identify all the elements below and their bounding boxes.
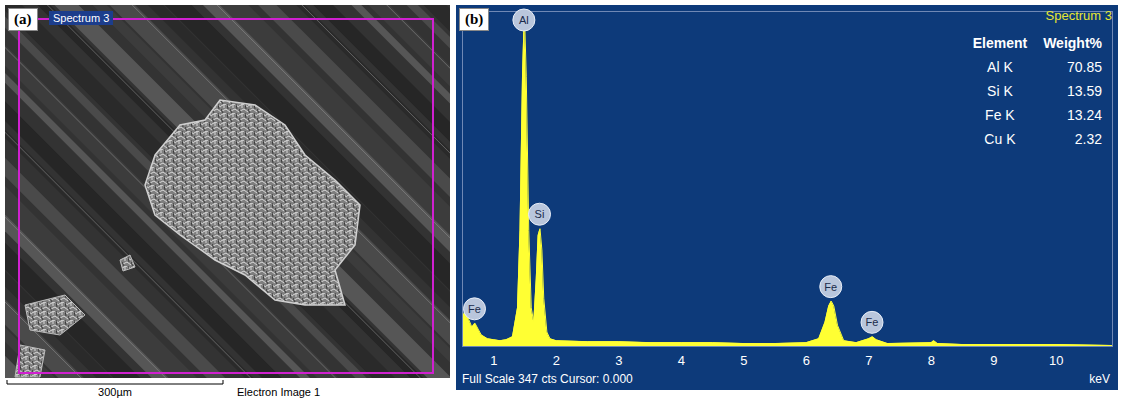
svg-text:Fe: Fe [468,303,481,315]
html-text:2.32: 2.32 [1074,131,1102,147]
svg-text:1: 1 [490,353,497,368]
html-text:Weight%: Weight% [1043,35,1102,51]
html-text:Spectrum 3: Spectrum 3 [1045,8,1112,23]
svg-text:300µm: 300µm [98,386,132,398]
svg-text:10: 10 [1049,353,1063,368]
html-text:13.59: 13.59 [1067,83,1102,99]
svg-text:5: 5 [740,353,747,368]
svg-text:Fe: Fe [866,316,879,328]
svg-text:Fe: Fe [824,281,837,293]
html-text:keV: keV [1089,372,1110,386]
html-text:Cu K: Cu K [984,131,1016,147]
svg-text:4: 4 [678,353,685,368]
html-text:Al K: Al K [987,59,1013,75]
svg-text:6: 6 [803,353,810,368]
svg-text:Electron Image 1: Electron Image 1 [237,386,320,398]
svg-text:Si: Si [535,208,545,220]
html-text:Full Scale 347 cts Cursor: 0.0: Full Scale 347 cts Cursor: 0.000 [462,372,633,386]
svg-text:2: 2 [553,353,560,368]
svg-text:7: 7 [865,353,872,368]
html-text:(a): (a) [14,11,32,27]
svg-text:9: 9 [990,353,997,368]
html-text:Spectrum 3: Spectrum 3 [53,12,110,24]
svg-text:8: 8 [928,353,935,368]
html-text:(b): (b) [465,11,484,27]
svg-text:3: 3 [615,353,622,368]
html-text:13.24: 13.24 [1067,107,1102,123]
html-text:Element: Element [972,35,1028,51]
html-text:70.85: 70.85 [1067,59,1102,75]
svg-text:Al: Al [519,14,529,26]
html-text:Fe K: Fe K [985,107,1015,123]
html-text:Si K: Si K [987,83,1013,99]
